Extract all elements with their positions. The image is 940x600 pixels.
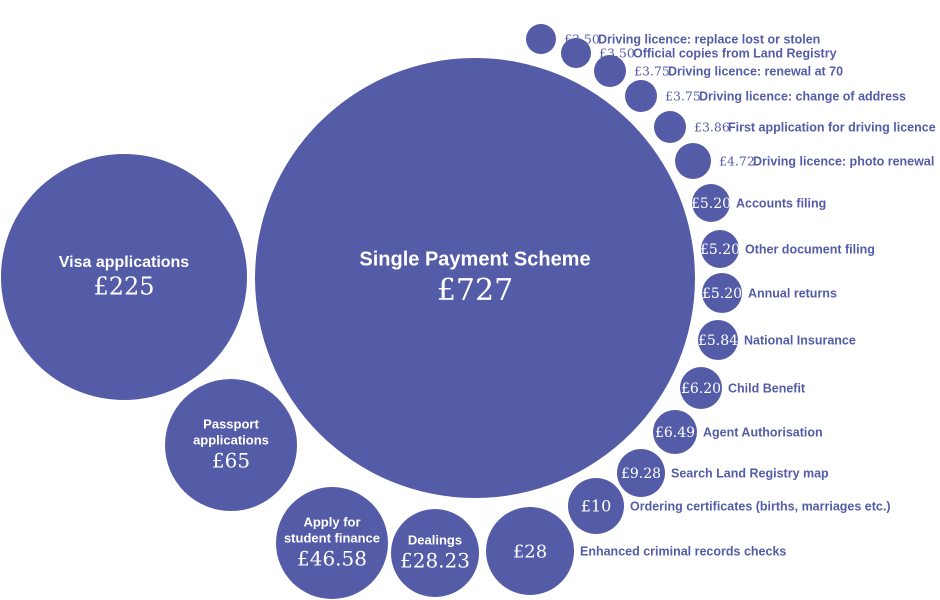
value-search-land-registry-map: £9.28 — [621, 466, 661, 482]
label-enhanced-criminal-records-checks: Enhanced criminal records checks — [580, 545, 786, 559]
value-child-benefit: £6.20 — [681, 381, 721, 397]
label-agent-authorisation: Agent Authorisation — [703, 426, 823, 440]
bubble-apply-for-student-finance — [276, 487, 388, 599]
label-other-document-filing: Other document filing — [745, 243, 875, 257]
bubble-single-payment-scheme — [255, 58, 695, 498]
label-accounts-filing: Accounts filing — [736, 197, 826, 211]
bubble-driving-licence-change-of-address — [625, 80, 657, 112]
label-passport-applications: Passport applications — [193, 416, 269, 447]
label-visa-applications: Visa applications — [59, 254, 190, 271]
bubble-annual-returns — [702, 273, 742, 313]
value-enhanced-criminal-records-checks: £28 — [513, 541, 547, 562]
bubble-visa-applications — [1, 154, 247, 400]
value-apply-for-student-finance: £46.58 — [297, 547, 367, 571]
label-annual-returns: Annual returns — [748, 287, 837, 301]
bubble-accounts-filing — [692, 184, 730, 222]
bubble-driving-licence-photo-renewal — [675, 143, 711, 179]
label-layer: Single Payment Scheme£727 Visa applicatio… — [59, 32, 936, 573]
label-first-application-for-driving-licence: First application for driving licence — [728, 121, 936, 135]
value-annual-returns: £5.20 — [702, 286, 742, 302]
value-other-document-filing: £5.20 — [700, 242, 740, 258]
value-first-application-for-driving-licence: £3.86 — [694, 120, 730, 135]
value-official-copies-from-land-registry: £3.50 — [599, 46, 635, 61]
bubble-driving-licence-renewal-at-70 — [594, 55, 626, 87]
label-official-copies-from-land-registry: Official copies from Land Registry — [633, 47, 837, 61]
bubble-enhanced-criminal-records-checks — [486, 507, 574, 595]
label-dealings: Dealings — [408, 533, 462, 548]
bubble-passport-applications — [165, 379, 297, 511]
label-ordering-certificates-births-marriages-etc: Ordering certificates (births, marriages… — [630, 500, 891, 514]
bubble-layer — [1, 24, 742, 599]
label-driving-licence-renewal-at-70: Driving licence: renewal at 70 — [668, 65, 843, 79]
label-child-benefit: Child Benefit — [728, 382, 806, 396]
label-single-payment-scheme: Single Payment Scheme — [359, 249, 590, 271]
label-driving-licence-photo-renewal: Driving licence: photo renewal — [753, 155, 934, 169]
value-national-insurance: £5.84 — [698, 333, 738, 349]
label-apply-for-student-finance: Apply for student finance — [284, 514, 380, 545]
value-driving-licence-replace-lost-or-stolen: £3.50 — [564, 32, 600, 47]
label-driving-licence-replace-lost-or-stolen: Driving licence: replace lost or stolen — [598, 33, 820, 47]
value-driving-licence-change-of-address: £3.75 — [665, 89, 701, 104]
bubble-other-document-filing — [701, 230, 739, 268]
bubble-agent-authorisation — [653, 410, 697, 454]
value-driving-licence-renewal-at-70: £3.75 — [634, 64, 670, 79]
value-dealings: £28.23 — [400, 549, 470, 573]
value-single-payment-scheme: £727 — [437, 273, 513, 308]
bubble-first-application-for-driving-licence — [654, 111, 686, 143]
bubble-driving-licence-replace-lost-or-stolen — [526, 24, 556, 54]
bubble-search-land-registry-map — [617, 449, 665, 497]
label-search-land-registry-map: Search Land Registry map — [671, 467, 829, 481]
label-driving-licence-change-of-address: Driving licence: change of address — [699, 90, 906, 104]
label-national-insurance: National Insurance — [744, 334, 856, 348]
bubble-official-copies-from-land-registry — [561, 38, 591, 68]
bubble-national-insurance — [698, 320, 738, 360]
value-passport-applications: £65 — [212, 449, 250, 473]
value-driving-licence-photo-renewal: £4.72 — [719, 154, 755, 169]
value-agent-authorisation: £6.49 — [655, 425, 695, 441]
value-visa-applications: £225 — [93, 273, 154, 301]
value-ordering-certificates-births-marriages-etc: £10 — [581, 497, 612, 516]
bubble-ordering-certificates-births-marriages-etc — [568, 478, 624, 534]
bubble-child-benefit — [680, 367, 722, 409]
bubble-dealings — [391, 509, 479, 597]
value-accounts-filing: £5.20 — [691, 196, 731, 212]
